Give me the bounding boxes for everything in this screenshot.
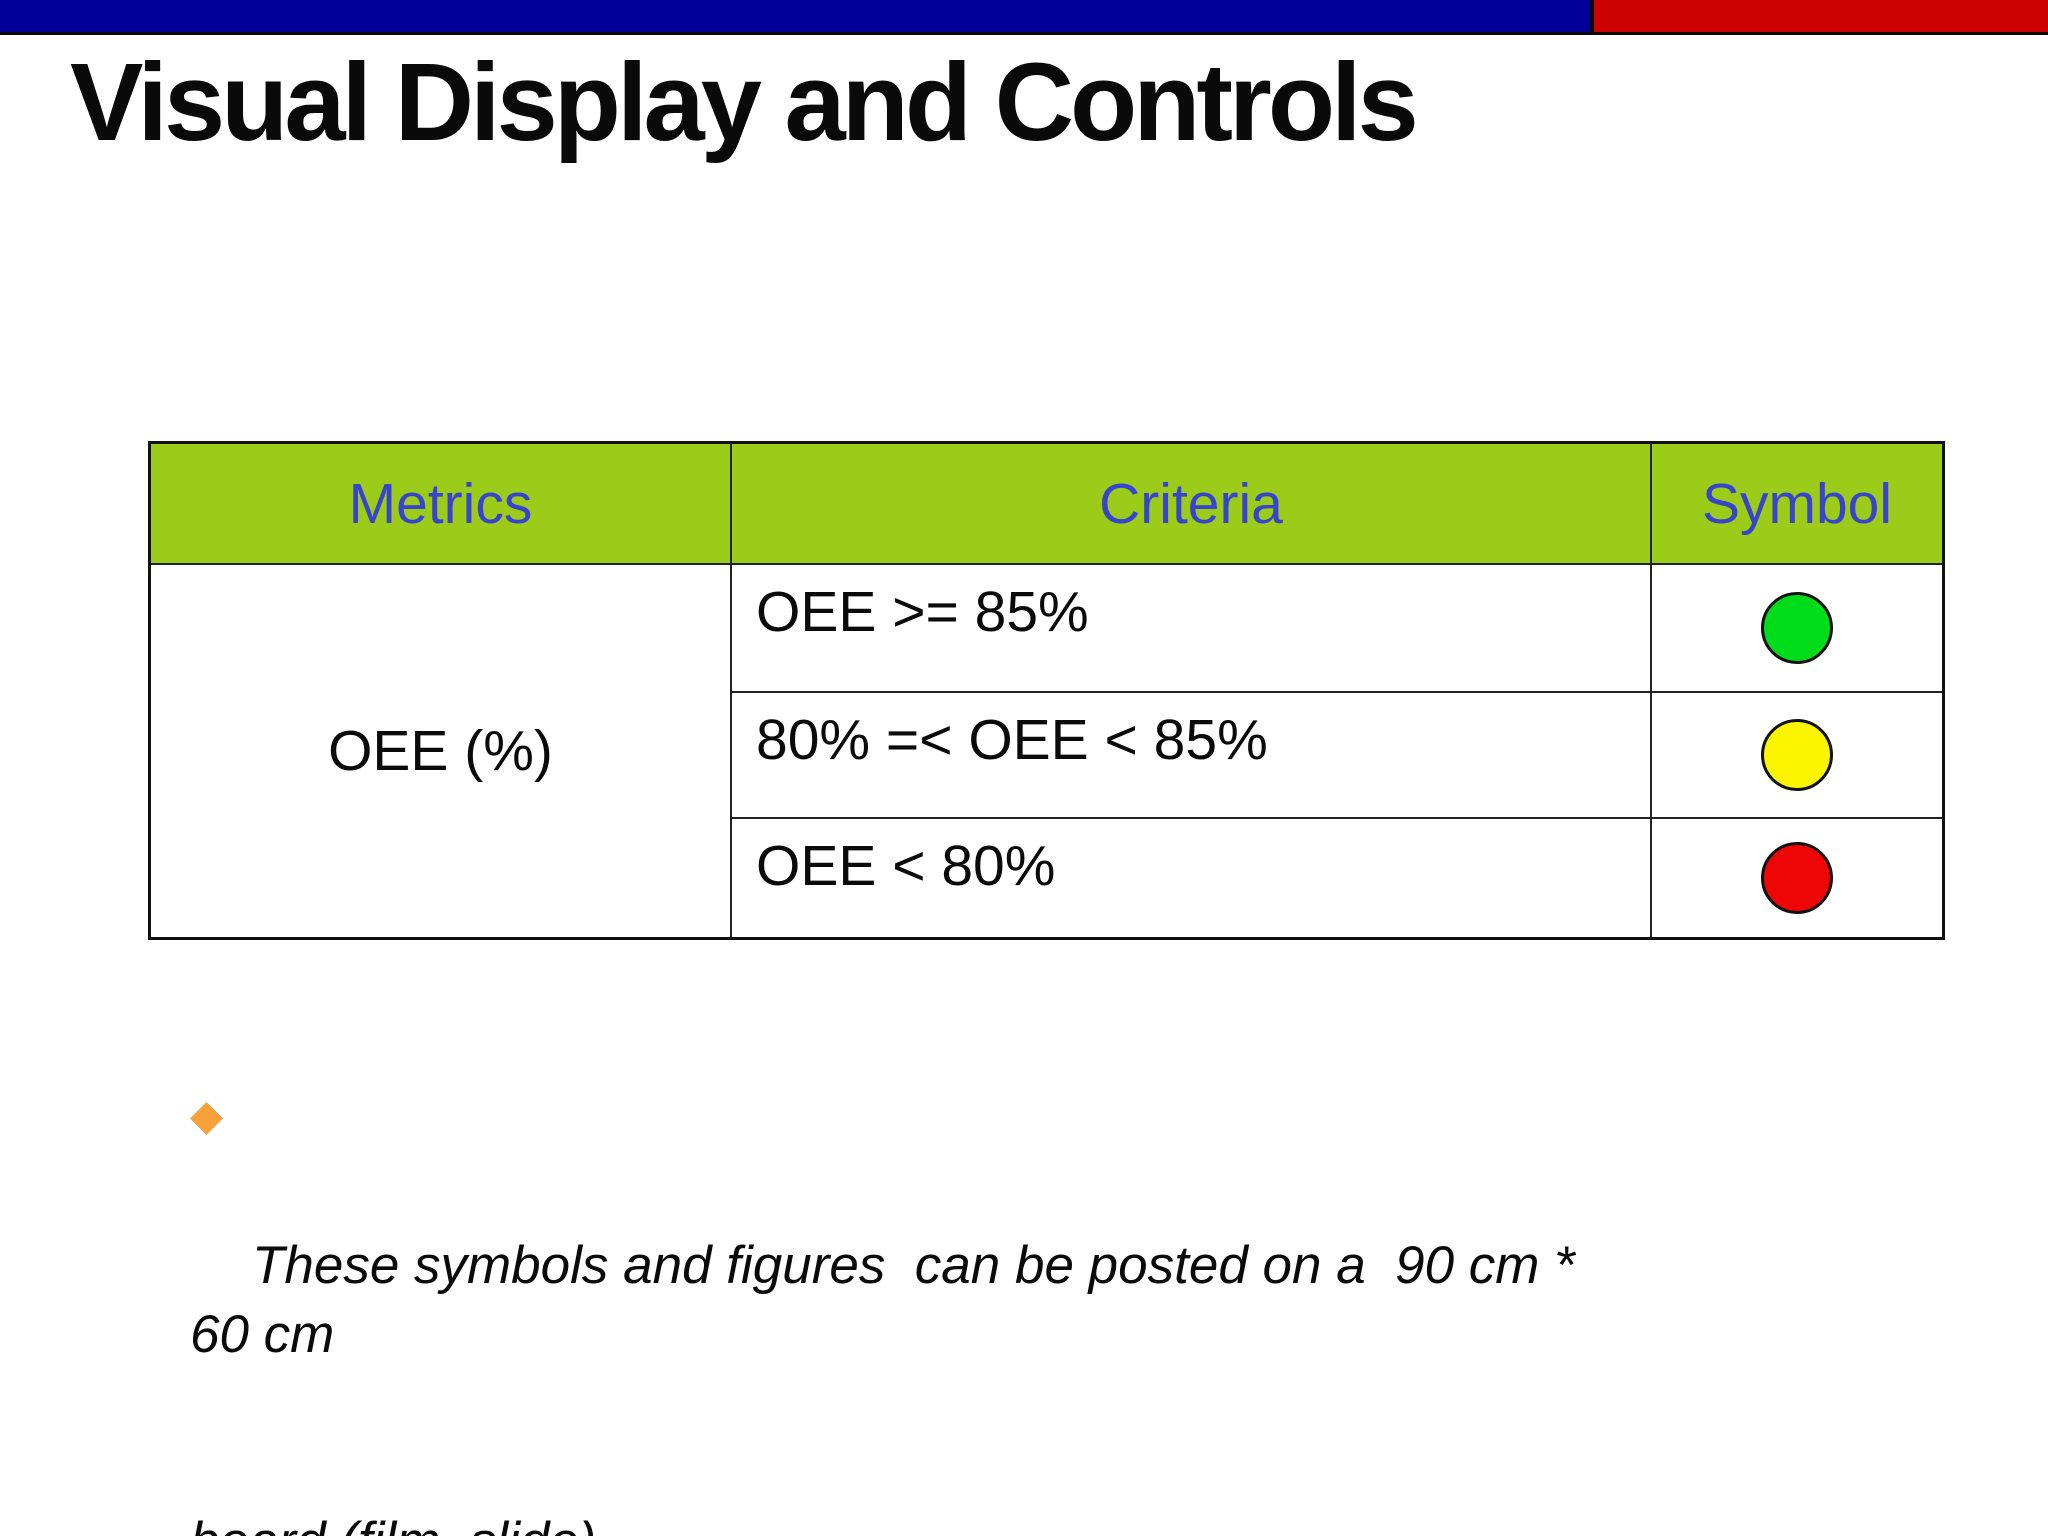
symbol-cell-row3 xyxy=(1652,819,1942,937)
metrics-criteria-table: Metrics Criteria Symbol OEE (%) OEE >= 8… xyxy=(148,441,1945,940)
note-line-1: These symbols and figures can be posted … xyxy=(190,1236,1590,1364)
diamond-bullet-icon xyxy=(190,1102,223,1135)
column-header-criteria: Criteria xyxy=(732,444,1652,565)
column-header-symbol-label: Symbol xyxy=(1701,471,1893,536)
metric-cell-oee: OEE (%) xyxy=(151,565,732,937)
green-circle-indicator xyxy=(1761,592,1833,664)
yellow-circle-indicator xyxy=(1761,719,1833,791)
page-title: Visual Display and Controls xyxy=(70,41,1419,164)
symbol-cell-row2 xyxy=(1652,693,1942,819)
top-banner xyxy=(0,0,2048,35)
criteria-cell-row2: 80% =< OEE < 85% xyxy=(732,693,1652,819)
column-header-metrics-label: Metrics xyxy=(348,471,533,536)
symbol-cell-row1 xyxy=(1652,565,1942,693)
diamond-bullet-shape xyxy=(190,1102,223,1135)
column-header-metrics: Metrics xyxy=(151,444,732,565)
red-circle-indicator xyxy=(1761,842,1833,914)
criteria-cell-row1: OEE >= 85% xyxy=(732,565,1652,693)
note-paragraph: These symbols and figures can be posted … xyxy=(190,1093,1610,1536)
top-banner-red-segment xyxy=(1590,0,2048,32)
column-header-symbol: Symbol xyxy=(1652,444,1942,565)
criteria-cell-row3: OEE < 80% xyxy=(732,819,1652,937)
column-header-criteria-label: Criteria xyxy=(1099,471,1283,536)
note-line-2: board (film, slide) xyxy=(190,1507,1610,1536)
